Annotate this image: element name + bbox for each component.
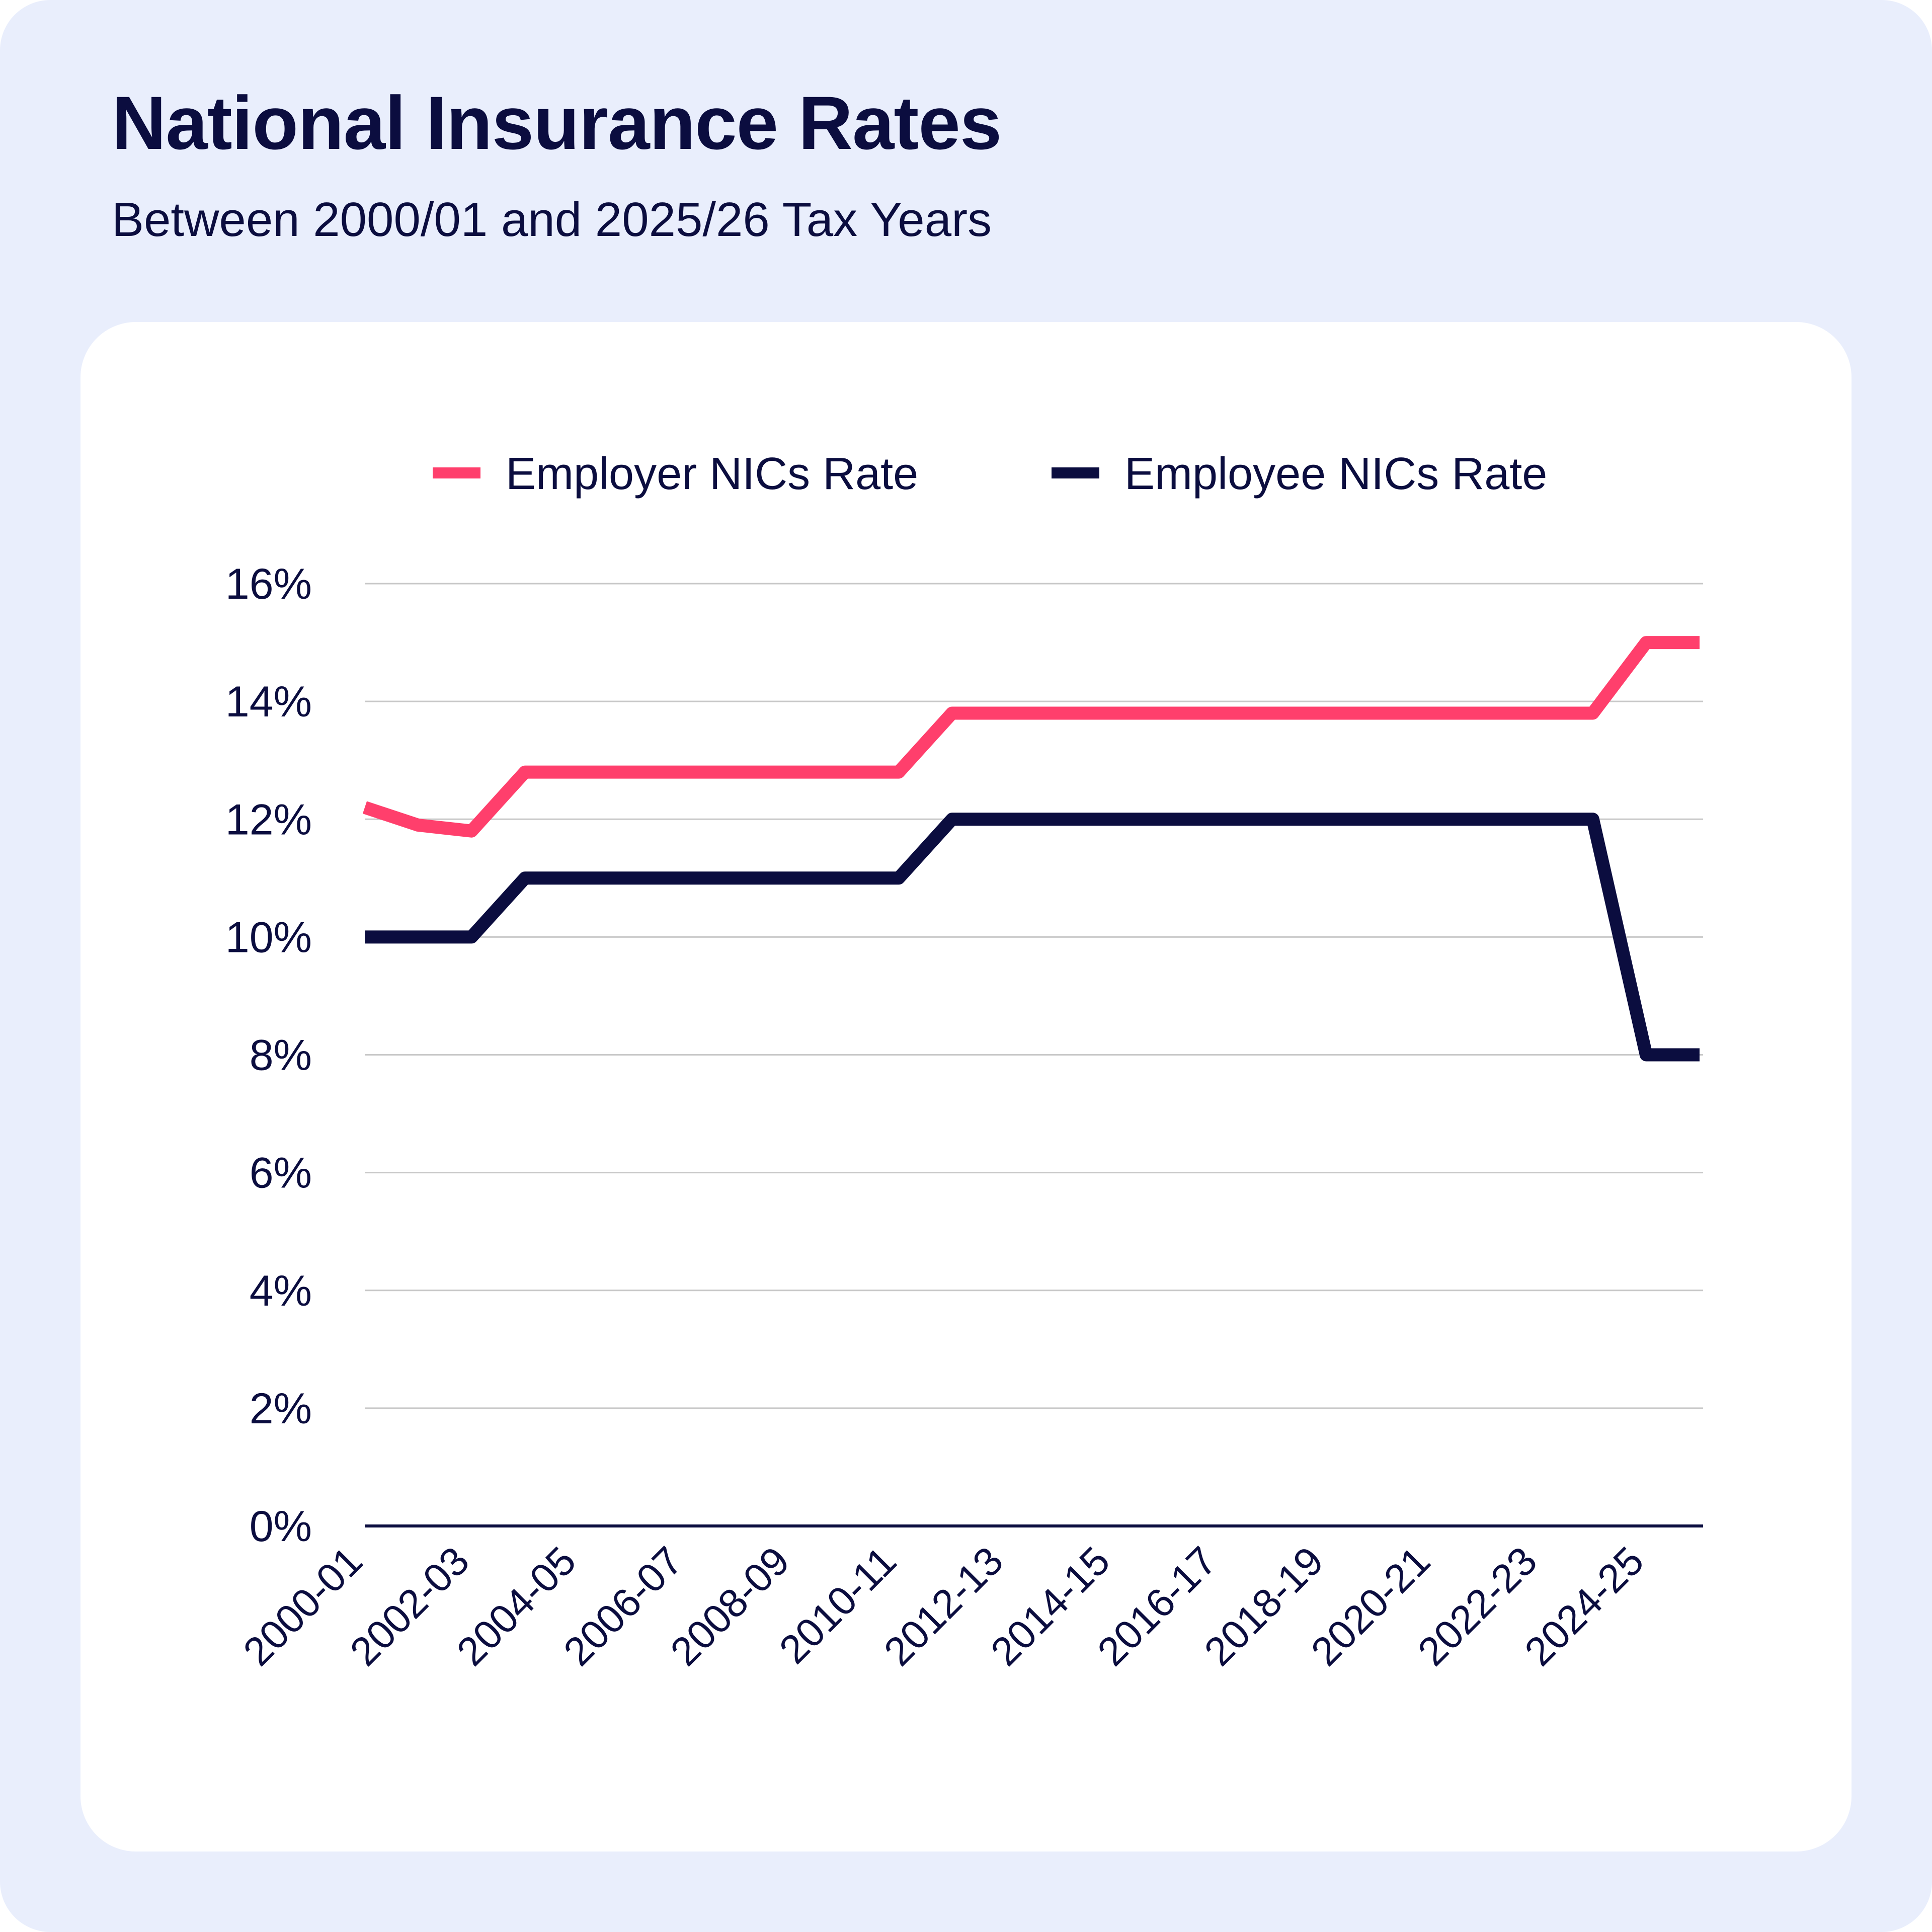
employee-nics-line (365, 813, 1700, 1062)
y-tick-label: 2% (250, 1385, 312, 1433)
x-tick-label: 2022-23 (1409, 1538, 1546, 1674)
x-tick-label: 2020-21 (1303, 1538, 1439, 1674)
y-tick-label: 12% (225, 795, 312, 844)
x-tick-label: 2002-03 (342, 1538, 478, 1674)
x-tick-label: 2004-05 (448, 1538, 585, 1674)
chart-subtitle: Between 2000/01 and 2025/26 Tax Years (112, 193, 992, 247)
y-tick-label: 16% (225, 560, 312, 608)
chart-card: 0% 2% 4% 6% 8% 10% 12% 14% 16% 2000-01 2002-03 2004… (80, 322, 1852, 1852)
x-tick-label: 2024-25 (1516, 1538, 1652, 1674)
legend-employer-label: Employer NICs Rate (506, 449, 918, 499)
y-tick-label: 6% (250, 1149, 312, 1197)
y-tick-label: 8% (250, 1031, 312, 1080)
y-tick-label: 10% (225, 913, 312, 961)
x-tick-label: 2016-17 (1089, 1538, 1225, 1674)
y-tick-label: 4% (250, 1267, 312, 1315)
x-tick-label: 2014-15 (982, 1538, 1118, 1674)
x-tick-label: 2012-13 (875, 1538, 1012, 1674)
y-tick-label: 14% (225, 678, 312, 726)
legend-employee-label: Employee NICs Rate (1124, 449, 1547, 499)
x-tick-label: 2006-07 (555, 1538, 691, 1674)
employer-nics-line (362, 636, 1700, 838)
y-tick-label: 0% (250, 1502, 312, 1551)
x-tick-label: 2018-19 (1196, 1538, 1332, 1674)
line-chart: 0% 2% 4% 6% 8% 10% 12% 14% 16% 2000-012002-032004… (225, 449, 1703, 1674)
chart-title: National Insurance Rates (112, 80, 1002, 165)
x-tick-label: 2008-09 (662, 1538, 798, 1674)
x-tick-label: 2000-01 (234, 1538, 371, 1674)
